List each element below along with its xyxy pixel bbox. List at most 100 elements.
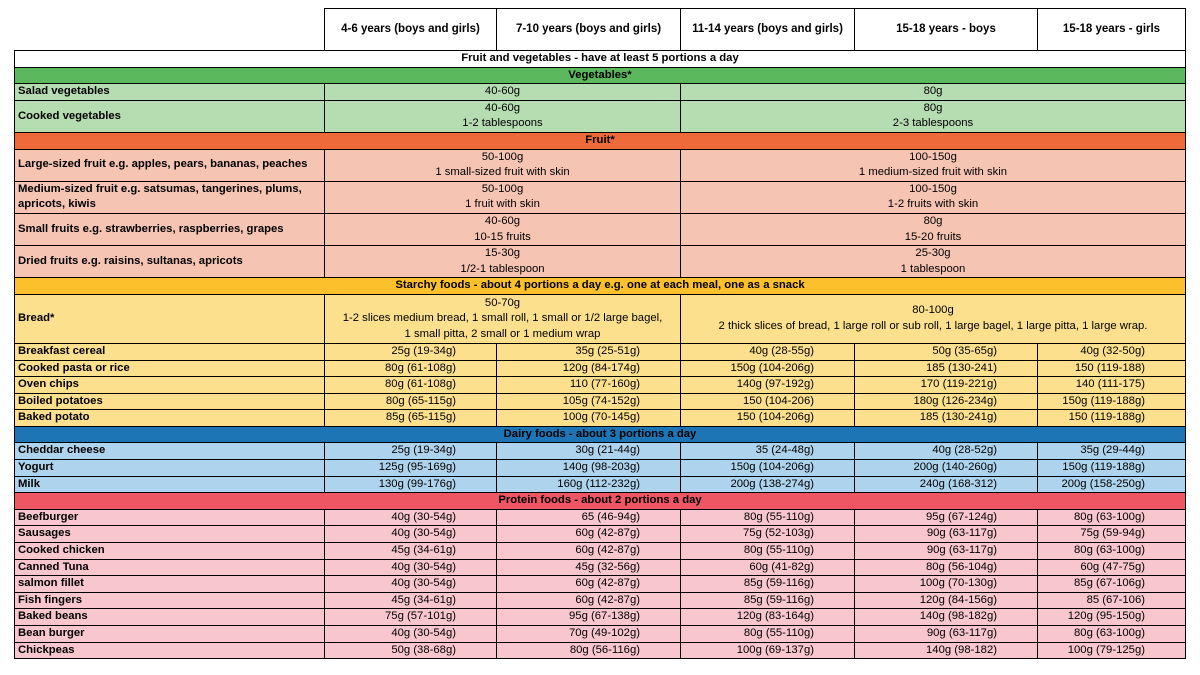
portion-value: 45g (32-56g)	[496, 558, 681, 577]
portion-value: 150g (119-188g)	[1037, 392, 1186, 411]
portion-value: 40g (30-54g)	[324, 508, 497, 527]
portion-value: 45g (34-61g)	[324, 591, 497, 610]
portion-value: 45g (34-61g)	[324, 542, 497, 560]
portion-text: 100-150g	[909, 150, 957, 163]
portion-value: 140g (98-203g)	[496, 459, 681, 477]
portion-value: 35 (24-48g)	[680, 442, 855, 461]
portion-value: 75g (57-101g)	[324, 608, 497, 626]
table-row: Milk 130g (99-176g) 160g (112-232g) 200g (1…	[14, 475, 1186, 494]
food-label: Cooked pasta or rice	[14, 359, 325, 378]
portion-cell: 80g	[680, 83, 1186, 101]
table-row: Cooked vegetables 40-60g 1-2 tablespoons 80…	[14, 99, 1186, 133]
table-row: Chickpeas 50g (38-68g) 80g (56-116g) 100g (…	[14, 641, 1186, 660]
portion-cell: 25-30g 1 tablespoon	[680, 245, 1186, 279]
portion-value: 150 (104-206g)	[680, 409, 855, 427]
portion-value: 85g (65-115g)	[324, 409, 497, 427]
portion-value: 140g (98-182g)	[854, 608, 1038, 626]
portion-value: 80g (55-110g)	[680, 542, 855, 560]
portion-value: 40g (28-55g)	[680, 342, 855, 361]
food-label: Sausages	[14, 525, 325, 544]
food-label: Oven chips	[14, 376, 325, 394]
food-label: Baked beans	[14, 608, 325, 626]
portion-value: 150g (104-206g)	[680, 459, 855, 477]
portion-value: 200g (140-260g)	[854, 459, 1038, 477]
portion-text: 1 medium-sized fruit with skin	[858, 166, 1008, 179]
portion-value: 120g (84-174g)	[496, 359, 681, 378]
food-label: Beefburger	[14, 508, 325, 527]
section-header-row: Starchy foods - about 4 portions a day e…	[14, 277, 1186, 295]
section-heading: Dairy foods - about 3 portions a day	[14, 425, 1186, 444]
portion-value: 80g (65-115g)	[324, 392, 497, 411]
portion-value: 50g (35-65g)	[854, 342, 1038, 361]
portion-value: 40g (32-50g)	[1037, 342, 1186, 361]
title-row: Fruit and vegetables - have at least 5 p…	[14, 50, 1186, 68]
food-label: Breakfast cereal	[14, 342, 325, 361]
column-header: 4-6 years (boys and girls)	[324, 8, 497, 51]
portion-value: 40g (30-54g)	[324, 575, 497, 593]
portion-value: 120g (84-156g)	[854, 591, 1038, 610]
table-row: Fish fingers 45g (34-61g) 60g (42-87g) 85g …	[14, 591, 1186, 610]
portion-value: 60g (42-87g)	[496, 591, 681, 610]
portion-text: 80g	[923, 101, 943, 114]
portion-text: 50-70g	[484, 296, 521, 309]
portion-text: 1 small-sized fruit with skin	[435, 166, 570, 179]
portion-cell: 50-100g 1 small-sized fruit with skin	[324, 148, 681, 182]
portion-text: 40-60g	[484, 101, 521, 114]
food-label: Canned Tuna	[14, 558, 325, 577]
food-label: salmon fillet	[14, 575, 325, 593]
header-row: 4-6 years (boys and girls) 7-10 years (b…	[14, 8, 1186, 51]
portion-cell: 15-30g 1/2-1 tablespoon	[324, 245, 681, 279]
portion-value: 150 (119-188)	[1037, 359, 1186, 378]
portion-value: 25g (19-34g)	[324, 442, 497, 461]
portion-value: 40g (30-54g)	[324, 625, 497, 643]
portion-text: 15-30g	[484, 247, 521, 260]
portion-value: 80g (55-110g)	[680, 508, 855, 527]
portion-value: 85g (59-116g)	[680, 591, 855, 610]
food-label: Small fruits e.g. strawberries, raspberr…	[14, 212, 325, 247]
table-row: Breakfast cereal 25g (19-34g) 35g (25-51g)…	[14, 342, 1186, 361]
portion-text: 1/2-1 tablespoon	[460, 262, 545, 275]
portion-value: 100g (70-145g)	[496, 409, 681, 427]
portion-value: 85g (59-116g)	[680, 575, 855, 593]
section-header-row: Vegetables*	[14, 66, 1186, 85]
portion-text: 1 fruit with skin	[465, 198, 540, 211]
portion-value: 90g (63-117g)	[854, 525, 1038, 544]
portion-value: 80g (56-104g)	[854, 558, 1038, 577]
food-label: Bean burger	[14, 625, 325, 643]
portion-text: 1-2 slices medium bread, 1 small roll, 1…	[342, 312, 663, 325]
table-title: Fruit and vegetables - have at least 5 p…	[14, 50, 1186, 68]
header-corner	[14, 8, 325, 51]
section-heading: Starchy foods - about 4 portions a day e…	[14, 277, 1186, 295]
portion-text: 1-2 tablespoons	[462, 117, 543, 130]
table-row: Cooked chicken 45g (34-61g) 60g (42-87g) 80…	[14, 542, 1186, 560]
portion-value: 200g (138-274g)	[680, 475, 855, 494]
column-header: 15-18 years - boys	[854, 8, 1038, 51]
portion-value: 40g (28-52g)	[854, 442, 1038, 461]
portion-size-table: 4-6 years (boys and girls) 7-10 years (b…	[14, 8, 1186, 660]
portion-value: 60g (42-87g)	[496, 525, 681, 544]
portion-value: 150g (119-188g)	[1037, 459, 1186, 477]
portion-value: 150 (119-188g)	[1037, 409, 1186, 427]
food-label: Large-sized fruit e.g. apples, pears, ba…	[14, 148, 325, 182]
portion-cell: 40-60g 1-2 tablespoons	[324, 99, 681, 133]
portion-value: 185 (130-241)	[854, 359, 1038, 378]
portion-value: 95g (67-138g)	[496, 608, 681, 626]
table-row: Dried fruits e.g. raisins, sultanas, apr…	[14, 245, 1186, 279]
food-label: Baked potato	[14, 409, 325, 427]
portion-value: 85g (67-106g)	[1037, 575, 1186, 593]
portion-value: 125g (95-169g)	[324, 459, 497, 477]
section-heading: Vegetables*	[14, 66, 1186, 85]
column-header: 15-18 years - girls	[1037, 8, 1186, 51]
table-row: Cooked pasta or rice 80g (61-108g) 120g (8…	[14, 359, 1186, 378]
portion-value: 25g (19-34g)	[324, 342, 497, 361]
portion-text: 80g	[923, 214, 943, 227]
portion-value: 140g (97-192g)	[680, 376, 855, 394]
portion-cell: 80g 15-20 fruits	[680, 212, 1186, 247]
portion-value: 80g (55-110g)	[680, 625, 855, 643]
section-header-row: Fruit*	[14, 131, 1186, 150]
portion-text: 100-150g	[909, 182, 957, 195]
portion-value: 185 (130-241g)	[854, 409, 1038, 427]
portion-value: 40g (30-54g)	[324, 525, 497, 544]
portion-value: 60g (42-87g)	[496, 575, 681, 593]
food-label: Fish fingers	[14, 591, 325, 610]
